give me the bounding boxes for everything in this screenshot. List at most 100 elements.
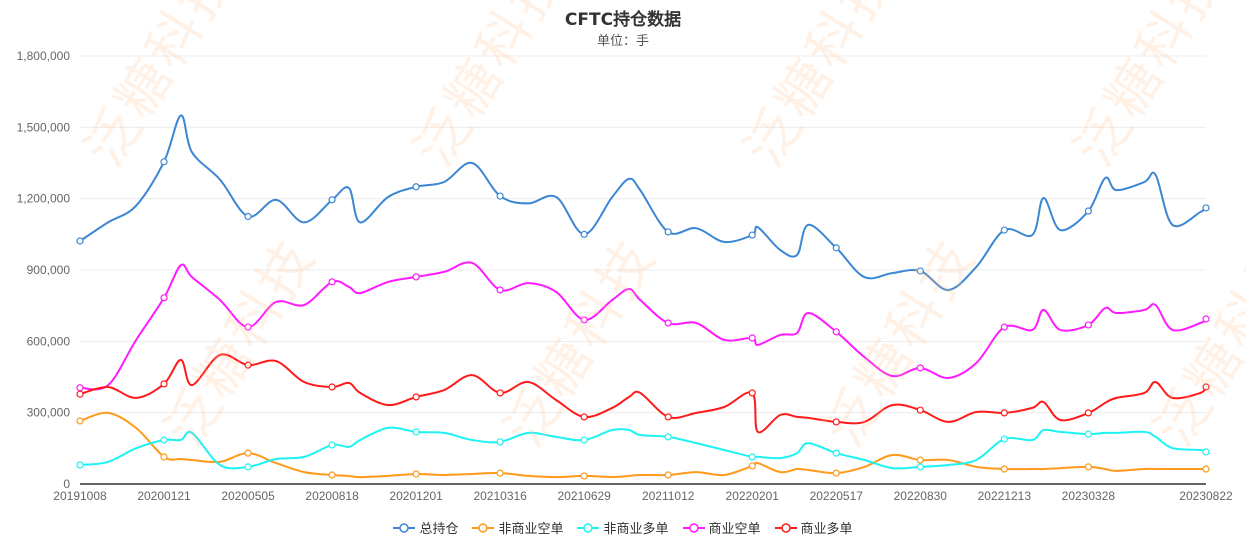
legend-label: 商业空单 — [708, 522, 761, 537]
data-point-marker — [328, 196, 336, 204]
data-point-marker — [832, 328, 840, 336]
data-point-marker — [412, 273, 420, 281]
data-point-marker — [832, 449, 840, 457]
x-tick-label: 20211012 — [642, 489, 695, 503]
data-point-marker — [748, 453, 756, 461]
data-point-marker — [160, 294, 168, 302]
y-tick-label: 0 — [63, 477, 70, 491]
legend-item[interactable]: 非商业空单 — [472, 518, 563, 537]
y-tick-label: 1,200,000 — [17, 192, 71, 206]
data-point-marker — [1084, 430, 1092, 438]
x-tick-label: 20210629 — [557, 489, 611, 503]
data-point-marker — [1084, 409, 1092, 417]
data-point-marker — [496, 389, 504, 397]
data-point-marker — [916, 364, 924, 372]
data-point-marker — [1084, 463, 1092, 471]
series-line-1 — [79, 411, 1206, 479]
series-line-3 — [79, 261, 1207, 391]
data-point-marker — [580, 436, 588, 444]
data-point-marker — [1000, 409, 1008, 417]
x-tick-label: 20221213 — [978, 489, 1032, 503]
data-point-marker — [412, 393, 420, 401]
data-point-marker — [664, 471, 672, 479]
data-point-marker — [1202, 448, 1210, 456]
data-point-marker — [328, 383, 336, 391]
chart-legend: 总持仓 非商业空单 非商业多单 商业空单 商业多单 — [0, 518, 1246, 537]
data-point-marker — [76, 237, 84, 245]
data-point-marker — [1000, 323, 1008, 331]
data-point-marker — [916, 267, 924, 275]
y-tick-label: 1,500,000 — [17, 120, 71, 134]
legend-label: 总持仓 — [419, 522, 459, 537]
data-point-marker — [916, 463, 924, 471]
legend-label: 非商业多单 — [603, 522, 669, 537]
legend-item[interactable]: 非商业多单 — [577, 518, 669, 537]
data-point-marker — [76, 461, 84, 469]
data-point-marker — [1202, 315, 1210, 323]
data-point-marker — [244, 361, 252, 369]
data-point-marker — [832, 244, 840, 252]
data-point-marker — [664, 228, 672, 236]
series-line-0 — [79, 114, 1207, 291]
series-line-2 — [79, 426, 1207, 470]
data-point-marker — [1084, 207, 1092, 215]
data-point-marker — [244, 323, 252, 331]
data-point-marker — [160, 380, 168, 388]
legend-circle-icon — [774, 522, 797, 533]
data-point-marker — [412, 428, 420, 436]
y-tick-label: 600,000 — [27, 334, 71, 348]
data-point-marker — [580, 230, 588, 238]
data-point-marker — [748, 462, 756, 470]
data-point-marker — [1202, 465, 1210, 473]
data-point-marker — [496, 438, 504, 446]
data-point-marker — [832, 418, 840, 426]
x-tick-label: 20230328 — [1062, 489, 1116, 503]
data-point-marker — [76, 384, 84, 392]
data-point-marker — [916, 406, 924, 414]
x-tick-label: 20200121 — [137, 489, 191, 503]
series-line-4 — [79, 353, 1207, 434]
x-tick-label: 20200818 — [305, 489, 359, 503]
data-point-marker — [412, 470, 420, 478]
data-point-marker — [664, 413, 672, 421]
data-point-marker — [1084, 321, 1092, 329]
x-tick-label: 20230822 — [1179, 489, 1233, 503]
data-point-marker — [580, 472, 588, 480]
y-tick-label: 900,000 — [27, 263, 71, 277]
data-point-marker — [1000, 226, 1008, 234]
legend-label: 非商业空单 — [498, 522, 564, 537]
data-point-marker — [76, 390, 84, 398]
x-tick-label: 20220201 — [726, 489, 780, 503]
legend-circle-icon — [393, 522, 416, 533]
data-point-marker — [160, 436, 168, 444]
data-point-marker — [76, 417, 84, 425]
chart-subtitle: 单位：手 — [596, 34, 649, 49]
data-point-marker — [1000, 435, 1008, 443]
x-tick-label: 20191008 — [53, 489, 107, 503]
data-point-marker — [1202, 204, 1210, 212]
data-point-marker — [748, 389, 756, 397]
data-point-marker — [496, 469, 504, 477]
data-point-marker — [244, 212, 252, 221]
data-point-marker — [496, 286, 504, 294]
data-point-marker — [580, 316, 588, 324]
x-tick-label: 20200505 — [221, 489, 275, 503]
legend-item[interactable]: 商业多单 — [774, 518, 853, 537]
y-tick-label: 300,000 — [27, 406, 71, 420]
legend-circle-icon — [682, 522, 705, 533]
x-tick-label: 20210316 — [473, 489, 527, 503]
data-point-marker — [244, 449, 252, 457]
chart-title: CFTC持仓数据 — [564, 10, 682, 30]
data-point-marker — [580, 413, 588, 421]
legend-item[interactable]: 商业空单 — [682, 518, 761, 537]
data-point-marker — [832, 469, 840, 477]
legend-item[interactable]: 总持仓 — [393, 518, 458, 537]
y-tick-label: 1,800,000 — [17, 49, 71, 63]
data-point-marker — [664, 433, 672, 441]
data-point-marker — [328, 471, 336, 479]
data-point-marker — [916, 456, 924, 464]
data-point-marker — [1202, 383, 1210, 391]
data-point-marker — [328, 278, 336, 286]
data-point-marker — [496, 192, 504, 200]
